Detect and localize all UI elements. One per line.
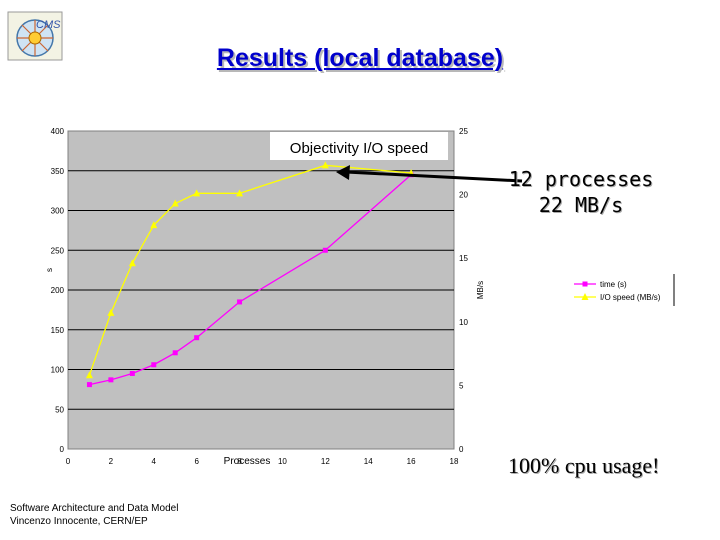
y-tick-label: 100 bbox=[51, 366, 65, 375]
x-tick-label: 18 bbox=[450, 457, 459, 466]
footer-author: Vincenzo Innocente, CERN/EP bbox=[10, 516, 148, 527]
y2-tick-label: 0 bbox=[459, 445, 464, 454]
slide-footer: Software Architecture and Data Model Vin… bbox=[10, 502, 178, 528]
x-tick-label: 14 bbox=[364, 457, 373, 466]
y2-tick-label: 20 bbox=[459, 191, 468, 200]
series-2-point bbox=[107, 308, 115, 316]
callout-arrow bbox=[336, 165, 523, 183]
series-1-point bbox=[86, 382, 92, 388]
x-tick-label: 16 bbox=[407, 457, 416, 466]
chart-title: Objectivity I/O speed bbox=[290, 140, 428, 157]
series-2-point bbox=[171, 199, 179, 207]
y-tick-label: 300 bbox=[51, 207, 65, 216]
series-1-point bbox=[108, 377, 114, 383]
series-2-point bbox=[150, 221, 158, 229]
chart-legend: time (s) I/O speed (MB/s) bbox=[574, 274, 675, 306]
x-tick-label: 4 bbox=[152, 457, 157, 466]
series-2-point bbox=[128, 259, 136, 267]
series-2-point bbox=[85, 371, 93, 379]
series-1-point bbox=[322, 247, 328, 253]
y-tick-label: 250 bbox=[51, 246, 65, 255]
legend-entry-1: time (s) bbox=[600, 280, 627, 289]
chart-title-box bbox=[270, 132, 448, 160]
logo-text: CMS bbox=[36, 19, 61, 31]
y-tick-label: 0 bbox=[60, 445, 65, 454]
y-tick-label: 50 bbox=[55, 405, 64, 414]
cms-logo: CMS bbox=[7, 11, 63, 61]
series-2-point bbox=[193, 189, 201, 197]
y-axis-label: s bbox=[45, 268, 54, 272]
x-tick-label: 12 bbox=[321, 457, 330, 466]
x-tick-label: 6 bbox=[194, 457, 199, 466]
y2-tick-label: 5 bbox=[459, 381, 464, 390]
series-2-point bbox=[321, 161, 329, 169]
slide-title: Results (local database) bbox=[216, 44, 504, 72]
cpu-usage-note: 100% cpu usage! bbox=[508, 453, 660, 478]
y-tick-label: 400 bbox=[51, 127, 65, 136]
x-tick-label: 10 bbox=[278, 457, 287, 466]
legend-entry-2: I/O speed (MB/s) bbox=[600, 293, 661, 302]
series-1-point bbox=[172, 350, 178, 356]
x-tick-label: 8 bbox=[237, 457, 242, 466]
callout-throughput: 22 MB/s bbox=[538, 193, 624, 217]
legend-marker bbox=[582, 281, 588, 287]
y2-tick-label: 15 bbox=[459, 254, 468, 263]
y2-axis-label: MB/s bbox=[476, 281, 485, 299]
x-tick-label: 2 bbox=[109, 457, 114, 466]
x-tick-label: 0 bbox=[66, 457, 71, 466]
y2-tick-label: 25 bbox=[459, 127, 468, 136]
footer-course: Software Architecture and Data Model bbox=[10, 503, 179, 514]
series-1-point bbox=[129, 370, 135, 376]
y2-tick-label: 10 bbox=[459, 318, 468, 327]
series-1-point bbox=[194, 335, 200, 341]
x-axis-label: Processes bbox=[224, 456, 271, 467]
callout-processes: 12 processes bbox=[508, 167, 654, 191]
series-2-point bbox=[236, 189, 244, 197]
y-tick-label: 200 bbox=[51, 286, 65, 295]
legend-marker bbox=[581, 293, 589, 300]
series-1-point bbox=[151, 362, 157, 368]
callout-text: 12 processes 22 MB/s bbox=[496, 166, 666, 218]
series-1-point bbox=[237, 299, 243, 305]
y-tick-label: 350 bbox=[51, 167, 65, 176]
y-tick-label: 150 bbox=[51, 326, 65, 335]
